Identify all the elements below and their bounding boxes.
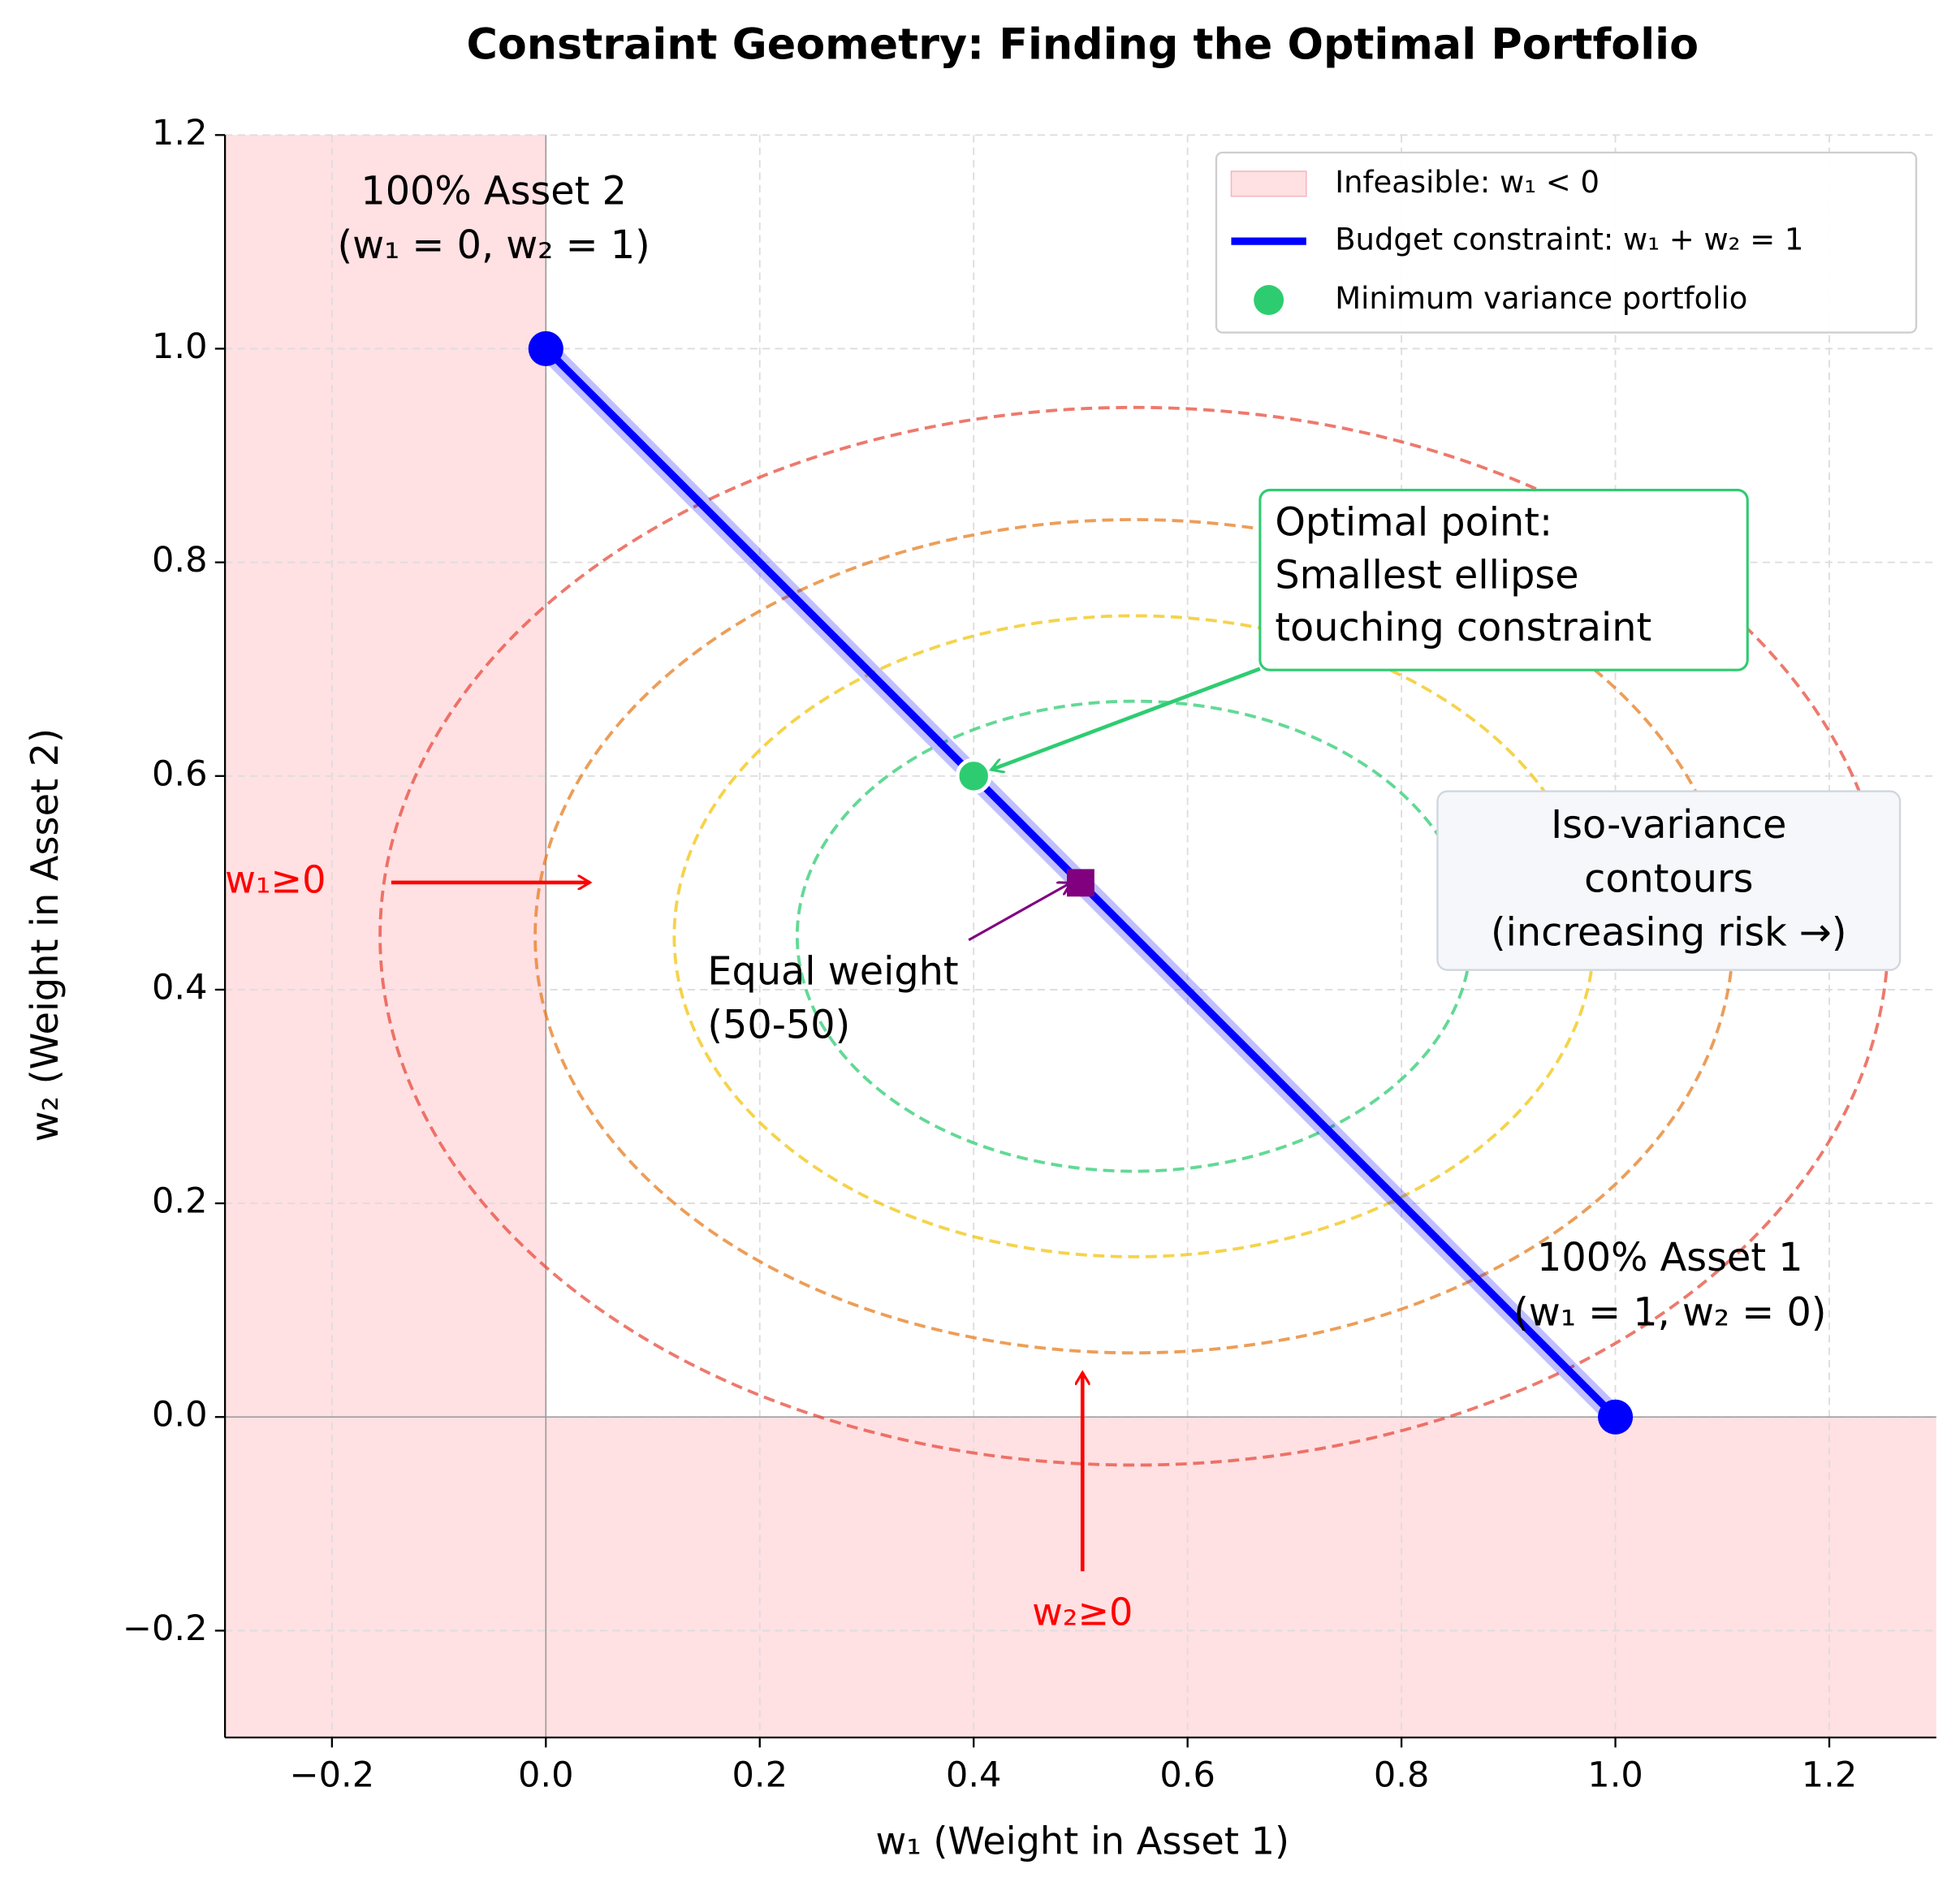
annotation-text: Equal weight bbox=[707, 949, 958, 994]
x-tick-label: 0.2 bbox=[732, 1755, 788, 1796]
min-variance-point bbox=[955, 758, 992, 795]
y-tick-label: 1.2 bbox=[152, 113, 208, 153]
annotation-box bbox=[1436, 790, 1902, 971]
equal-weight-point bbox=[1066, 869, 1094, 897]
constraint-label: w₂≥0 bbox=[1032, 1591, 1133, 1634]
x-tick-label: 1.0 bbox=[1587, 1755, 1643, 1796]
annotation-text: (w₁ = 0, w₂ = 1) bbox=[337, 223, 650, 268]
y-tick-label: 0.6 bbox=[152, 753, 208, 794]
y-tick-label: 0.8 bbox=[152, 540, 208, 581]
y-tick-label: 1.0 bbox=[152, 326, 208, 367]
legend-label: Budget constraint: w₁ + w₂ = 1 bbox=[1335, 222, 1803, 257]
x-tick-label: 0.8 bbox=[1374, 1755, 1430, 1796]
x-tick-label: 0.6 bbox=[1159, 1755, 1215, 1796]
chart-title: Constraint Geometry: Finding the Optimal… bbox=[466, 20, 1699, 70]
annotation-box bbox=[1258, 488, 1749, 671]
x-tick-label: 0.4 bbox=[946, 1755, 1002, 1796]
y-tick-label: −0.2 bbox=[123, 1608, 208, 1649]
annotation-text: (50-50) bbox=[707, 1004, 850, 1048]
legend-swatch bbox=[1230, 171, 1307, 197]
y-axis-label: w₂ (Weight in Asset 2) bbox=[23, 728, 67, 1142]
annotation-arrow bbox=[991, 667, 1261, 770]
annotation-text: Iso-variance bbox=[1551, 803, 1786, 848]
annotation-text: contours bbox=[1584, 857, 1753, 901]
annotation-text: touching constraint bbox=[1275, 606, 1651, 650]
annotation-text: 100% Asset 1 bbox=[1537, 1236, 1803, 1280]
x-tick-label: 1.2 bbox=[1802, 1755, 1858, 1796]
corner-point bbox=[528, 330, 563, 367]
legend-label: Minimum variance portfolio bbox=[1335, 281, 1747, 316]
x-axis-label: w₁ (Weight in Asset 1) bbox=[875, 1819, 1289, 1863]
annotation-text: Optimal point: bbox=[1275, 501, 1552, 546]
y-tick-label: 0.4 bbox=[152, 967, 208, 1008]
annotation-text: (w₁ = 1, w₂ = 0) bbox=[1513, 1291, 1826, 1336]
infeasible-region bbox=[225, 1417, 1936, 1737]
y-tick-label: 0.2 bbox=[152, 1181, 208, 1222]
corner-point bbox=[1598, 1399, 1634, 1435]
constraint-label: w₁≥0 bbox=[225, 857, 326, 901]
legend-swatch bbox=[1254, 285, 1284, 315]
x-tick-label: −0.2 bbox=[290, 1755, 375, 1796]
legend-box bbox=[1215, 151, 1918, 334]
x-tick-label: 0.0 bbox=[518, 1755, 574, 1796]
annotation-arrow bbox=[968, 883, 1070, 942]
annotation-text: Smallest ellipse bbox=[1275, 553, 1578, 598]
annotation-text: 100% Asset 2 bbox=[360, 170, 627, 214]
y-tick-label: 0.0 bbox=[152, 1395, 208, 1435]
legend-label: Infeasible: w₁ < 0 bbox=[1335, 165, 1600, 200]
annotation-text: (increasing risk →) bbox=[1491, 911, 1847, 956]
